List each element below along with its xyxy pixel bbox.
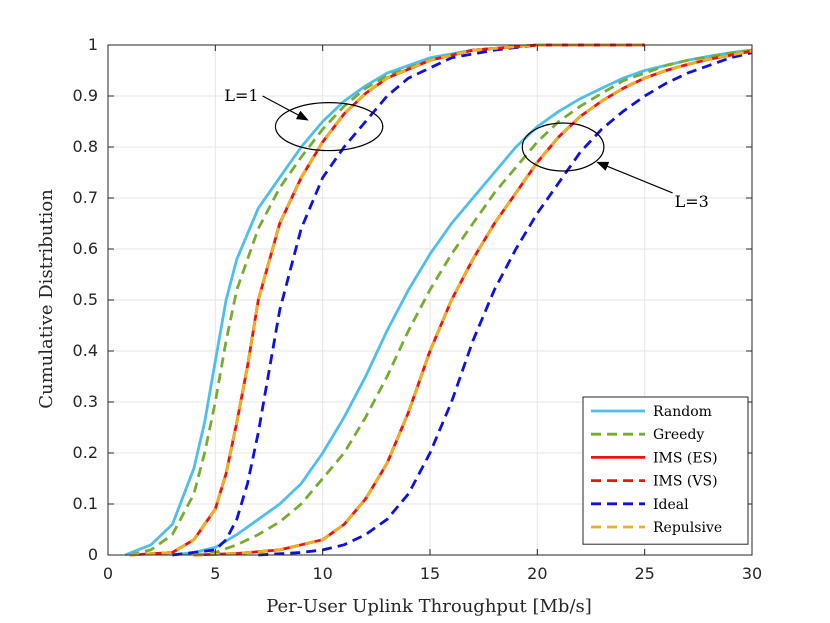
y-tick-label: 0.3 [73,392,98,411]
legend-label: Random [653,404,712,420]
annotation-ellipse [274,102,384,152]
x-tick-label: 15 [420,564,440,583]
annotation-label: L=3 [675,192,709,211]
legend: Random Greedy IMS (ES) IMS (VS) Ideal Repulsi… [582,396,749,545]
x-tick-label: 20 [527,564,547,583]
y-tick-label: 0.7 [73,188,98,207]
legend-label: Ideal [653,497,689,513]
x-tick-label: 30 [742,564,762,583]
series-group [124,43,753,557]
annotations: L=1 L=3 [224,86,708,211]
x-tick-label: 10 [312,564,332,583]
x-tick-label: 5 [210,564,220,583]
annotation-ellipse [521,122,605,172]
ticks: 0 5 10 15 20 25 30 0 0.1 0.2 0.3 0.4 0.5 0.6 0.7 0.8 0.9… [73,35,763,583]
y-tick-label: 1 [88,35,98,54]
series-line-ideal-l1 [172,43,645,557]
legend-label: IMS (ES) [653,450,718,466]
legend-label: IMS (VS) [653,474,718,490]
y-tick-label: 0.1 [73,494,98,513]
legend-box [582,396,749,545]
x-tick-label: 25 [634,564,654,583]
annotation-label: L=1 [224,86,258,105]
y-tick-label: 0.9 [73,86,98,105]
annotation-arrow [596,161,673,194]
series-line-random-l1 [124,43,645,557]
series-line-greedy-l3 [193,48,753,557]
y-tick-label: 0.8 [73,137,98,156]
series-line-repulsive-l3 [193,49,753,557]
y-tick-label: 0.2 [73,443,98,462]
legend-label: Repulsive [653,520,722,536]
y-axis-label: Cumulative Distribution [36,189,57,409]
y-tick-label: 0.5 [73,290,98,309]
legend-label: Greedy [653,427,704,443]
series-line-repulsive-l1 [129,43,645,557]
x-axis-label: Per-User Uplink Throughput [Mb/s] [266,596,592,617]
y-tick-label: 0 [88,545,98,564]
y-tick-label: 0.4 [73,341,98,360]
series-line-ideal-l3 [258,51,753,557]
y-tick-label: 0.6 [73,239,98,258]
x-tick-label: 0 [103,564,113,583]
annotation-arrow [262,95,309,121]
